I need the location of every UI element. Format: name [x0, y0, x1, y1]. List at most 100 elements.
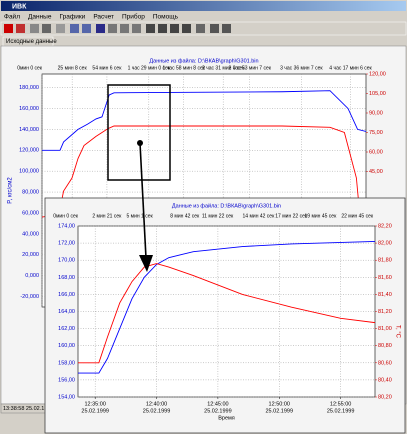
menu-item[interactable]: Данные: [28, 14, 52, 21]
y2-tick-label: 80,40: [378, 377, 392, 383]
x-tick-date: 25.02.1999: [204, 408, 232, 414]
tab-label[interactable]: Исходные данные: [6, 39, 57, 45]
tool-icon[interactable]: [16, 24, 25, 33]
menu-item[interactable]: Графики: [59, 14, 85, 21]
top-tick-label: 19 мин 45 сек: [305, 213, 338, 219]
y-tick-label: 20,000: [22, 252, 39, 258]
y-tick-label: 174,00: [58, 223, 75, 229]
tool-icon[interactable]: [82, 24, 91, 33]
zoom-arrow: [139, 142, 147, 259]
tool-icon[interactable]: [70, 24, 79, 33]
tool-icon[interactable]: [120, 24, 129, 33]
top-tick-label: 54 мин 6 сек: [92, 65, 122, 71]
y2-tick-label: 105,00: [369, 91, 386, 97]
y2-tick-label: 82,00: [378, 241, 392, 247]
tool-icon[interactable]: [96, 24, 105, 33]
zoom-annotation: [107, 84, 171, 272]
x-tick-label: 12:55:00: [330, 401, 351, 407]
y-tick-label: 170,00: [58, 258, 75, 264]
window-title: ИВК: [12, 3, 27, 10]
menu-item[interactable]: Файл: [4, 13, 20, 21]
title-bar: [1, 1, 406, 11]
top-tick-label: 4 час 17 мин 6 сек: [329, 65, 372, 71]
y-axis-label: P, кгс/см2: [8, 177, 14, 204]
top-tick-label: 0мин 0 сек: [53, 213, 79, 219]
series-line: [78, 240, 375, 374]
y-tick-label: 168,00: [58, 275, 75, 281]
y-tick-label: 166,00: [58, 292, 75, 298]
y-tick-label: 158,00: [58, 360, 75, 366]
tool-icon[interactable]: [196, 24, 205, 33]
x-tick-label: 12:50:00: [269, 401, 290, 407]
y-tick-label: 80,000: [22, 190, 39, 196]
zoom-box: [107, 84, 171, 181]
y2-tick-label: 81,80: [378, 258, 392, 264]
x-tick-date: 25.02.1999: [266, 408, 294, 414]
tool-icon[interactable]: [222, 24, 231, 33]
top-tick-label: 8 мин 42 сек: [170, 213, 200, 219]
x-tick-date: 25.02.1999: [327, 408, 355, 414]
series-line: [78, 263, 375, 364]
tool-icon[interactable]: [4, 24, 13, 33]
menu-bar: Файл Данные Графики Расчет Прибор Помощь: [4, 13, 179, 21]
y2-axis-label: T, °C: [394, 325, 400, 339]
top-tick-label: 11 мин 22 сек: [202, 213, 234, 219]
y2-tick-label: 45,00: [369, 169, 383, 175]
tool-icon[interactable]: [210, 24, 219, 33]
y-tick-label: -20,000: [20, 294, 39, 300]
y2-tick-label: 82,20: [378, 223, 392, 229]
toolbar: [0, 21, 407, 36]
top-tick-label: 17 мин 22 сек: [275, 213, 308, 219]
top-tick-label: 2 час 31 мин 0 сек: [202, 65, 245, 71]
top-tick-label: 2 мин 21 сек: [92, 213, 122, 219]
tool-icon[interactable]: [170, 24, 179, 33]
arrow-head: [139, 255, 153, 272]
x-axis-label: Время: [218, 415, 235, 421]
y-tick-label: 160,00: [58, 343, 75, 349]
chart-title: Данные из файла: D:\ВКАВ\graph\G301.bin: [172, 202, 281, 209]
y-tick-label: 0,000: [25, 273, 39, 279]
status-text: 13:38:58 25.02.1: [3, 406, 44, 412]
top-tick-label: 5 мин 1 сек: [127, 213, 154, 219]
tool-icon[interactable]: [42, 24, 51, 33]
tool-icon[interactable]: [158, 24, 167, 33]
y2-tick-label: 90,00: [369, 110, 383, 116]
menu-item[interactable]: Прибор: [122, 13, 145, 21]
tool-icon[interactable]: [56, 24, 65, 33]
top-tick-label: 25 мин 8 сек: [58, 65, 88, 71]
tool-icon[interactable]: [146, 24, 155, 33]
y2-tick-label: 80,80: [378, 343, 392, 349]
x-tick-date: 25.02.1999: [81, 408, 109, 414]
charts: Данные из файла: D:\ВКАВ\graph\G301.bin 0…: [8, 57, 406, 434]
y-tick-label: 120,000: [19, 148, 39, 154]
tool-icon[interactable]: [182, 24, 191, 33]
menu-item[interactable]: Помощь: [153, 14, 179, 21]
y-tick-label: 140,000: [19, 127, 39, 133]
y2-tick-label: 75,00: [369, 130, 383, 136]
tool-icon[interactable]: [132, 24, 141, 33]
top-tick-label: 1 час 29 мин 0 сек: [128, 65, 171, 71]
chart-title: Данные из файла: D:\ВКАВ\graph\G301.bin: [149, 57, 258, 64]
y-tick-label: 154,00: [58, 394, 75, 400]
y-tick-label: 160,000: [19, 106, 39, 112]
y2-tick-label: 81,00: [378, 326, 392, 332]
y-tick-label: 172,00: [58, 241, 75, 247]
menu-item[interactable]: Расчет: [93, 14, 114, 21]
tool-icon[interactable]: [30, 24, 39, 33]
y2-tick-label: 80,20: [378, 394, 392, 400]
top-tick-label: 0мин 0 сек: [17, 65, 43, 71]
top-tick-label: 22 мин 45 сек: [341, 213, 374, 219]
series-line: [42, 125, 362, 231]
x-tick-label: 12:35:00: [84, 401, 105, 407]
tool-icon[interactable]: [108, 24, 117, 33]
y2-tick-label: 81,40: [378, 292, 392, 298]
y2-tick-label: 81,60: [378, 275, 392, 281]
y-tick-label: 162,00: [58, 326, 75, 332]
y2-tick-label: 60,00: [369, 149, 383, 155]
y2-tick-label: 80,60: [378, 360, 392, 366]
series-line: [42, 90, 366, 151]
top-tick-label: 1 час 58 мин 8 сек: [163, 65, 206, 71]
y-tick-label: 156,00: [58, 377, 75, 383]
y-tick-label: 100,000: [19, 169, 39, 175]
